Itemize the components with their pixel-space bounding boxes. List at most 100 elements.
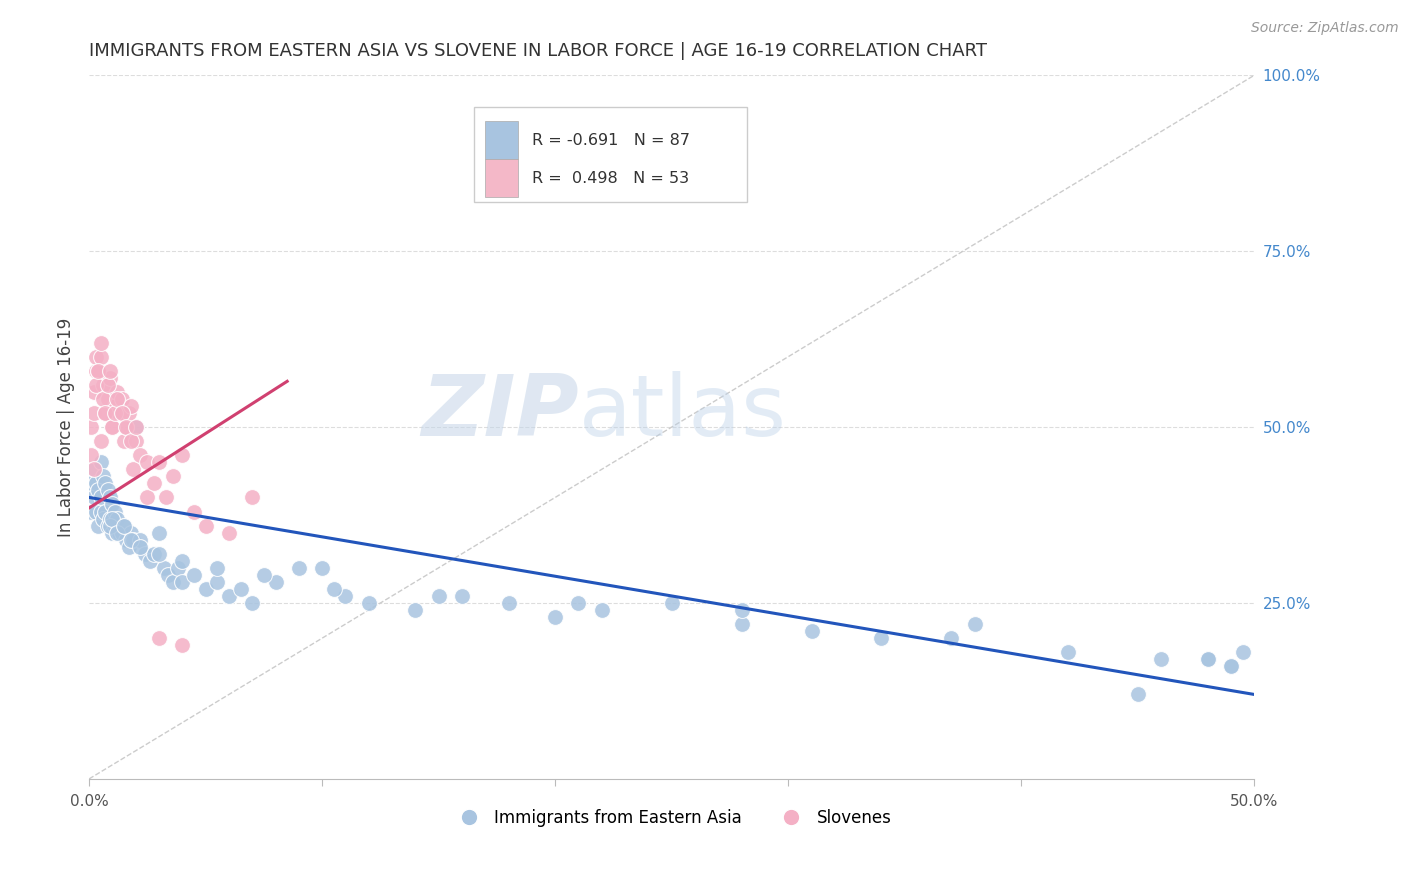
Point (357, 596, 380, 610)
Point (1197, 652, 1219, 666)
Point (98, 491, 121, 505)
FancyBboxPatch shape (485, 120, 517, 160)
Point (94, 406, 117, 420)
Point (91, 377, 114, 392)
Point (1220, 659, 1243, 673)
Point (104, 399, 127, 413)
Point (80, 448, 103, 462)
Point (963, 617, 986, 632)
Point (451, 589, 474, 603)
FancyBboxPatch shape (474, 107, 748, 202)
Point (567, 596, 589, 610)
Point (112, 518, 135, 533)
Point (941, 631, 963, 645)
Point (194, 518, 217, 533)
Point (136, 491, 159, 505)
Point (194, 582, 217, 596)
Text: R =  0.498   N = 53: R = 0.498 N = 53 (531, 170, 689, 186)
Point (253, 567, 276, 582)
Legend: Immigrants from Eastern Asia, Slovenes: Immigrants from Eastern Asia, Slovenes (446, 803, 898, 834)
Point (87, 518, 110, 533)
Point (87, 364, 110, 378)
Point (94, 406, 117, 420)
Point (104, 504, 127, 518)
Point (264, 574, 287, 589)
Point (143, 476, 166, 491)
Point (143, 547, 166, 561)
Point (111, 525, 134, 540)
Point (148, 525, 170, 540)
Point (83, 462, 105, 476)
Point (404, 603, 426, 617)
Text: ZIP: ZIP (420, 371, 578, 455)
Point (90, 335, 112, 350)
Point (94, 476, 117, 491)
Point (172, 638, 194, 652)
Point (120, 525, 142, 540)
Point (125, 434, 148, 449)
Point (83, 384, 105, 399)
Text: IMMIGRANTS FROM EASTERN ASIA VS SLOVENE IN LABOR FORCE | AGE 16-19 CORRELATION C: IMMIGRANTS FROM EASTERN ASIA VS SLOVENE … (89, 42, 987, 60)
Point (97, 483, 120, 498)
Point (101, 511, 124, 525)
Point (80, 476, 103, 491)
Point (101, 525, 124, 540)
Point (98, 371, 121, 385)
Point (111, 392, 134, 406)
Point (155, 491, 177, 505)
Point (152, 561, 174, 575)
Point (105, 525, 128, 540)
Text: Source: ZipAtlas.com: Source: ZipAtlas.com (1251, 21, 1399, 35)
Point (229, 582, 252, 596)
Point (120, 533, 142, 547)
Point (115, 420, 138, 434)
Point (138, 554, 160, 568)
Point (87, 364, 110, 378)
Point (129, 540, 152, 554)
Point (661, 596, 683, 610)
Point (172, 554, 194, 568)
Point (166, 561, 188, 575)
Point (84, 350, 107, 364)
Point (97, 518, 120, 533)
Point (83, 491, 105, 505)
Point (108, 525, 131, 540)
Point (91, 392, 114, 406)
Point (162, 574, 184, 589)
Point (129, 533, 152, 547)
Point (87, 483, 110, 498)
Point (207, 561, 229, 575)
Point (83, 462, 105, 476)
Point (104, 518, 127, 533)
Point (207, 574, 229, 589)
Point (90, 504, 112, 518)
Point (1150, 652, 1173, 666)
Point (84, 364, 107, 378)
Point (91, 469, 114, 483)
Point (136, 455, 159, 469)
Point (105, 392, 128, 406)
Point (105, 525, 128, 540)
Point (870, 631, 893, 645)
Point (1126, 688, 1149, 702)
Point (83, 406, 105, 420)
Point (115, 420, 138, 434)
Point (1232, 645, 1254, 659)
Point (91, 511, 114, 525)
Point (97, 377, 120, 392)
Point (101, 420, 124, 434)
Point (288, 561, 311, 575)
Point (120, 434, 142, 449)
Point (1197, 652, 1219, 666)
Point (80, 420, 103, 434)
Point (311, 561, 333, 575)
Point (240, 596, 263, 610)
Point (94, 504, 117, 518)
FancyBboxPatch shape (485, 159, 517, 197)
Point (122, 462, 145, 476)
Y-axis label: In Labor Force | Age 16-19: In Labor Force | Age 16-19 (58, 318, 75, 537)
Point (101, 498, 124, 512)
Point (112, 434, 135, 449)
Point (97, 392, 120, 406)
Point (335, 589, 357, 603)
